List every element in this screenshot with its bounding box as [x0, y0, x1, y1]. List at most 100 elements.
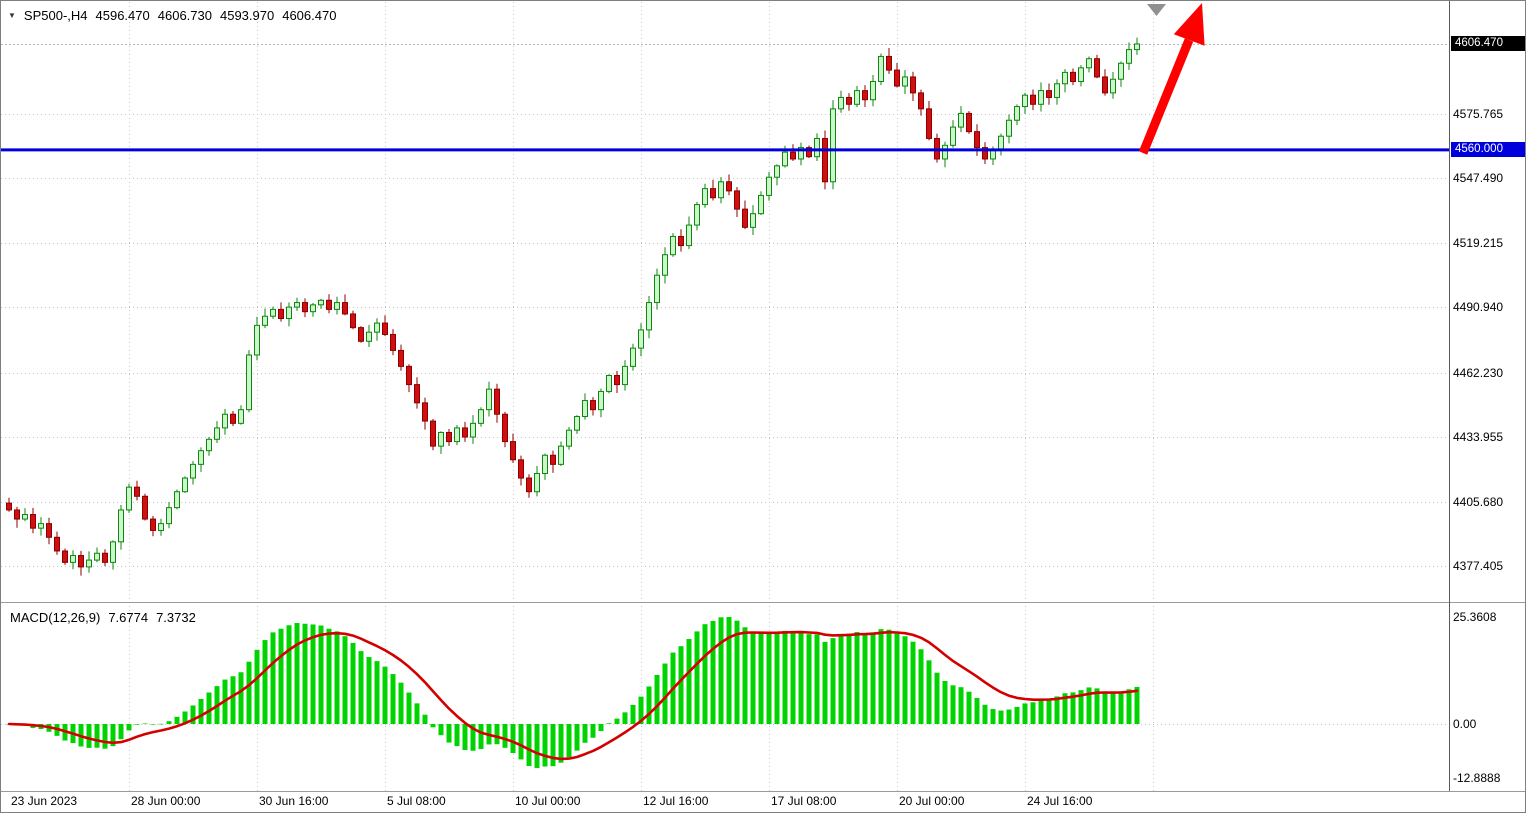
ohlc-high-value: 4606.730	[157, 8, 212, 23]
candle-body	[870, 80, 876, 101]
macd-histogram-bar	[694, 631, 700, 724]
candle-body	[942, 144, 948, 160]
macd-histogram-bar	[654, 674, 660, 724]
candle-body	[822, 137, 828, 183]
candle-body	[838, 96, 844, 110]
macd-histogram-bar	[590, 724, 596, 738]
macd-histogram-bar	[526, 724, 532, 767]
macd-histogram-bar	[822, 641, 828, 724]
macd-histogram-bar	[518, 724, 524, 760]
macd-histogram-bar	[158, 723, 164, 725]
trend-arrow[interactable]	[1138, 38, 1194, 155]
candle-body	[222, 413, 228, 429]
candle-body	[726, 181, 732, 192]
candle-body	[734, 190, 740, 210]
trend-arrow-head[interactable]	[1173, 3, 1205, 46]
macd-histogram-bar	[542, 724, 548, 767]
ohlc-close-value: 4606.470	[282, 8, 337, 23]
candle-body	[1062, 71, 1068, 85]
macd-histogram-bar	[558, 724, 564, 763]
candle-body	[366, 331, 372, 342]
candle-body	[46, 523, 52, 538]
macd-histogram-bar	[1046, 698, 1052, 724]
macd-histogram-bar	[622, 712, 628, 724]
macd-histogram-bar	[278, 628, 284, 724]
candle-body	[310, 304, 316, 313]
candle-body	[62, 550, 68, 563]
macd-histogram-bar	[134, 724, 140, 725]
macd-histogram-bar	[366, 657, 372, 724]
macd-histogram-bar	[438, 724, 444, 736]
candle-body	[782, 151, 788, 167]
candle-body	[158, 523, 164, 531]
macd-histogram-bar	[726, 617, 732, 724]
candle-body	[1078, 67, 1084, 82]
candle-body	[174, 491, 180, 509]
candle-body	[750, 213, 756, 228]
macd-histogram-bar	[374, 661, 380, 724]
candle-body	[886, 55, 892, 71]
candle-body	[126, 486, 132, 511]
macd-histogram-bar	[798, 631, 804, 724]
candle-body	[78, 555, 84, 568]
candle-body	[86, 559, 92, 568]
macd-name-label: MACD(12,26,9)	[10, 610, 101, 625]
candle-body	[1006, 119, 1012, 137]
macd-histogram-bar	[878, 629, 884, 724]
macd-histogram-bar	[206, 692, 212, 724]
candle-body	[54, 536, 60, 552]
macd-histogram-bar	[910, 641, 916, 724]
candle-body	[774, 165, 780, 178]
candle-body	[582, 400, 588, 418]
macd-histogram-bar	[462, 724, 468, 751]
candle-body	[502, 413, 508, 443]
candle-body	[622, 365, 628, 386]
ohlc-low-value: 4593.970	[219, 8, 275, 23]
macd-histogram-bar	[390, 674, 396, 724]
chart-shift-marker-icon	[1147, 4, 1166, 16]
candle-body	[862, 90, 868, 101]
macd-histogram-bar	[998, 710, 1004, 724]
candle-body	[982, 147, 988, 160]
macd-histogram-bar	[934, 672, 940, 724]
candle-body	[430, 420, 436, 447]
macd-histogram-bar	[1014, 706, 1020, 724]
candle-body	[846, 96, 852, 105]
candle-body	[454, 427, 460, 443]
candle-body	[214, 427, 220, 440]
macd-histogram-bar	[774, 632, 780, 724]
macd-histogram-bar	[862, 633, 868, 724]
macd-histogram-bar	[926, 660, 932, 724]
candle-body	[142, 495, 148, 520]
candle-body	[1030, 94, 1036, 105]
candle-body	[918, 92, 924, 110]
candle-body	[766, 176, 772, 196]
macd-histogram-bar	[646, 686, 652, 724]
macd-signal-value: 7.3732	[156, 610, 196, 625]
macd-histogram-bar	[750, 631, 756, 724]
symbol-timeframe-label: SP500-,H4	[23, 8, 88, 23]
macd-histogram-bar	[678, 646, 684, 724]
candle-body	[1014, 106, 1020, 121]
candle-body	[902, 76, 908, 87]
symbol-header: ▼ SP500-,H4 4596.470 4606.730 4593.970 4…	[8, 8, 336, 23]
macd-histogram-bar	[766, 633, 772, 724]
candle-body	[710, 188, 716, 199]
macd-histogram-bar	[638, 696, 644, 724]
candle-body	[662, 254, 668, 276]
candle-body	[558, 445, 564, 465]
candle-body	[814, 137, 820, 158]
macd-histogram-bar	[230, 676, 236, 724]
macd-histogram-bar	[1110, 692, 1116, 724]
candle-body	[1118, 62, 1124, 80]
symbol-dropdown-icon[interactable]: ▼	[8, 11, 16, 20]
macd-histogram-bar	[1006, 709, 1012, 724]
macd-histogram-bar	[1102, 691, 1108, 724]
candle-body	[926, 108, 932, 139]
macd-histogram-bar	[838, 634, 844, 724]
candle-body	[654, 274, 660, 304]
candle-body	[30, 514, 36, 529]
macd-histogram-bar	[238, 672, 244, 724]
candle-body	[326, 299, 332, 310]
